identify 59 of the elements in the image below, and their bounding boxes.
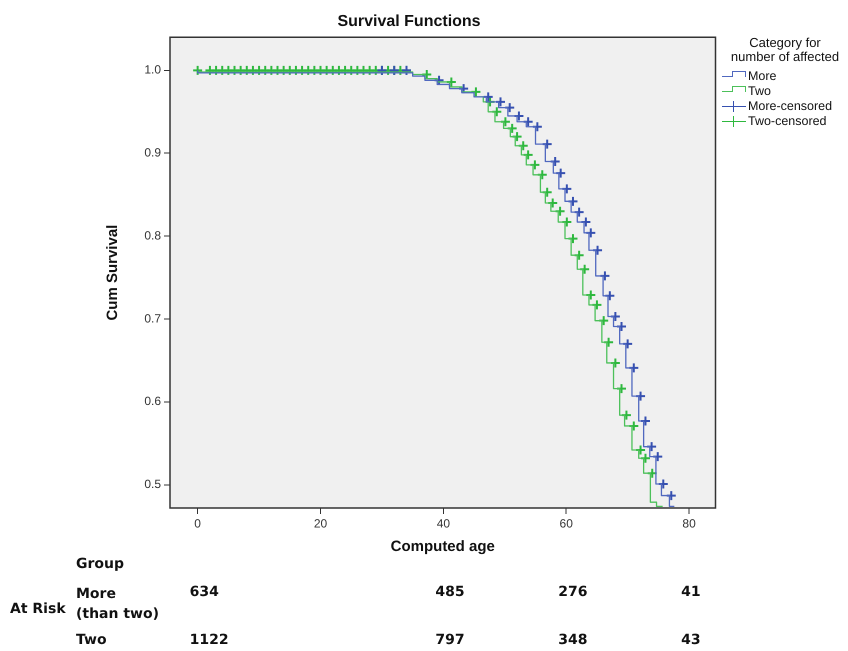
- y-axis-title: Cum Survival: [104, 224, 122, 321]
- point: [555, 168, 566, 179]
- point: [635, 390, 646, 402]
- point: [532, 121, 543, 132]
- text: 276: [558, 584, 588, 600]
- point: [458, 83, 470, 94]
- text: 485: [435, 584, 465, 600]
- point: [522, 116, 534, 128]
- text: 348: [558, 632, 588, 648]
- text: 634: [190, 584, 219, 600]
- y-tick-label: 0.7: [144, 311, 162, 326]
- point: [585, 227, 596, 238]
- text: 41: [681, 584, 701, 600]
- legend-title: Category for number of affected: [730, 35, 840, 64]
- y-tick-label: 0.6: [144, 394, 162, 408]
- text: 1122: [190, 632, 229, 648]
- point: [646, 441, 658, 452]
- point: [592, 244, 604, 256]
- text: 43: [681, 632, 701, 648]
- point: [542, 138, 553, 150]
- x-tick-label: 60: [560, 516, 574, 531]
- x-tick-label: 40: [436, 516, 450, 531]
- point: [574, 206, 585, 218]
- x-tick-label: 80: [682, 516, 696, 531]
- legend-label: Two: [748, 84, 771, 98]
- point: [666, 490, 677, 502]
- point: [640, 415, 651, 426]
- point: [504, 102, 516, 114]
- point: [494, 96, 506, 108]
- point: [610, 311, 621, 322]
- point: [652, 451, 664, 462]
- text: At Risk: [10, 601, 66, 617]
- point: [628, 362, 640, 374]
- y-tick-label: 0.8: [144, 228, 162, 242]
- point: [599, 270, 610, 282]
- point: [622, 338, 634, 350]
- point: [561, 183, 572, 194]
- text: 797: [435, 632, 465, 648]
- x-tick-label: 0: [194, 516, 202, 531]
- x-axis-title: Computed age: [390, 538, 495, 556]
- point: [658, 478, 669, 490]
- text: Group: [76, 556, 124, 572]
- legend-label: Two-censored: [748, 114, 827, 128]
- point: [513, 110, 524, 122]
- text: Two: [76, 632, 107, 648]
- y-tick-label: 1.0: [144, 62, 162, 77]
- legend-label: More: [748, 68, 776, 82]
- y-tick-label: 0.5: [144, 477, 162, 492]
- point: [482, 91, 494, 102]
- point: [604, 290, 616, 302]
- legend-label: More-censored: [748, 98, 832, 112]
- point: [550, 156, 561, 168]
- x-tick-label: 20: [314, 516, 328, 531]
- chart-title: Survival Functions: [337, 13, 481, 30]
- text: More (than two): [76, 585, 160, 624]
- point: [567, 196, 578, 207]
- point: [580, 216, 592, 228]
- point: [616, 320, 628, 332]
- y-tick-label: 0.9: [144, 146, 162, 160]
